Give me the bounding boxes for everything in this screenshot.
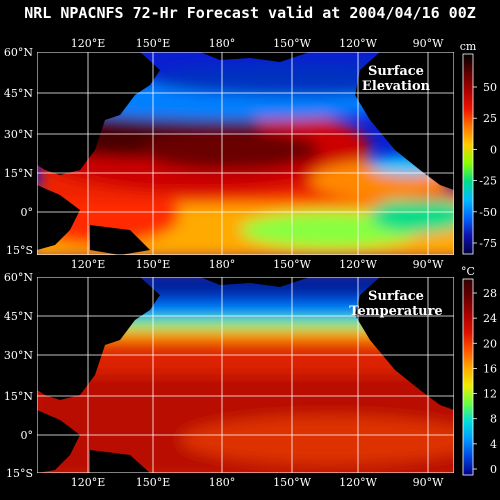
latitude-tick-label: 45°N bbox=[4, 87, 33, 100]
longitude-tick-label: 90°W bbox=[413, 258, 444, 271]
latitude-tick-label: 45°N bbox=[4, 310, 33, 323]
longitude-tick-label: 90°W bbox=[413, 476, 444, 489]
colorbar-tick-label: 24 bbox=[483, 312, 497, 325]
latitude-tick-label: 15°N bbox=[4, 390, 33, 403]
latitude-tick-label: 30°N bbox=[4, 128, 33, 141]
elevation-colorbar bbox=[462, 53, 474, 255]
longitude-tick-label: 90°W bbox=[413, 37, 444, 50]
longitude-tick-label: 150°E bbox=[136, 258, 171, 271]
latitude-tick-label: 15°S bbox=[6, 244, 33, 257]
temperature-unit: °C bbox=[461, 265, 475, 278]
colorbar-tick-label: 50 bbox=[483, 81, 497, 94]
longitude-tick-label: 120°E bbox=[71, 37, 106, 50]
longitude-tick-label: 120°E bbox=[71, 476, 106, 489]
latitude-tick-label: 0° bbox=[21, 206, 34, 219]
colorbar-tick-label: -75 bbox=[479, 237, 497, 250]
latitude-tick-label: 15°S bbox=[6, 467, 33, 480]
elevation-label-line2: Elevation bbox=[362, 79, 431, 94]
longitude-tick-label: 150°E bbox=[136, 476, 171, 489]
longitude-tick-label: 150°E bbox=[136, 37, 171, 50]
temperature-colorbar bbox=[462, 278, 474, 476]
elevation-label-line1: Surface bbox=[368, 64, 424, 79]
map-title: NRL NPACNFS 72-Hr Forecast valid at 2004… bbox=[24, 4, 476, 22]
longitude-tick-label: 180° bbox=[209, 476, 236, 489]
colorbar-tick-label: 8 bbox=[490, 413, 497, 426]
latitude-tick-label: 30°N bbox=[4, 349, 33, 362]
longitude-tick-label: 150°W bbox=[273, 258, 311, 271]
temperature-panel: Surface Temperature °C 28 24 20 16 12 8 4 0 bbox=[37, 265, 497, 476]
longitude-tick-label: 180° bbox=[209, 258, 236, 271]
colorbar-tick-label: 20 bbox=[483, 337, 497, 350]
colorbar-tick-label: 4 bbox=[490, 438, 497, 451]
longitude-tick-label: 180° bbox=[209, 37, 236, 50]
longitude-tick-label: 120°W bbox=[339, 37, 377, 50]
colorbar-tick-label: 16 bbox=[483, 362, 497, 375]
temperature-label-line2: Temperature bbox=[349, 304, 442, 319]
longitude-tick-label: 150°W bbox=[273, 476, 311, 489]
temperature-label-line1: Surface bbox=[368, 289, 424, 304]
colorbar-tick-label: -25 bbox=[479, 175, 497, 188]
colorbar-tick-label: -50 bbox=[479, 206, 497, 219]
longitude-tick-label: 120°E bbox=[71, 258, 106, 271]
elevation-panel: Surface Elevation cm 50 25 0 -25 -50 -75 bbox=[37, 40, 497, 255]
longitude-tick-label: 120°W bbox=[339, 476, 377, 489]
latitude-tick-label: 60°N bbox=[4, 271, 33, 284]
latitude-tick-label: 0° bbox=[21, 429, 34, 442]
elevation-unit: cm bbox=[460, 40, 477, 53]
longitude-tick-label: 150°W bbox=[273, 37, 311, 50]
colorbar-tick-label: 0 bbox=[490, 463, 497, 476]
latitude-tick-label: 15°N bbox=[4, 167, 33, 180]
latitude-tick-label: 60°N bbox=[4, 46, 33, 59]
longitude-tick-label: 120°W bbox=[339, 258, 377, 271]
colorbar-tick-label: 0 bbox=[490, 143, 497, 156]
colorbar-tick-label: 25 bbox=[483, 112, 497, 125]
colorbar-tick-label: 12 bbox=[483, 388, 497, 401]
colorbar-tick-label: 28 bbox=[483, 287, 497, 300]
